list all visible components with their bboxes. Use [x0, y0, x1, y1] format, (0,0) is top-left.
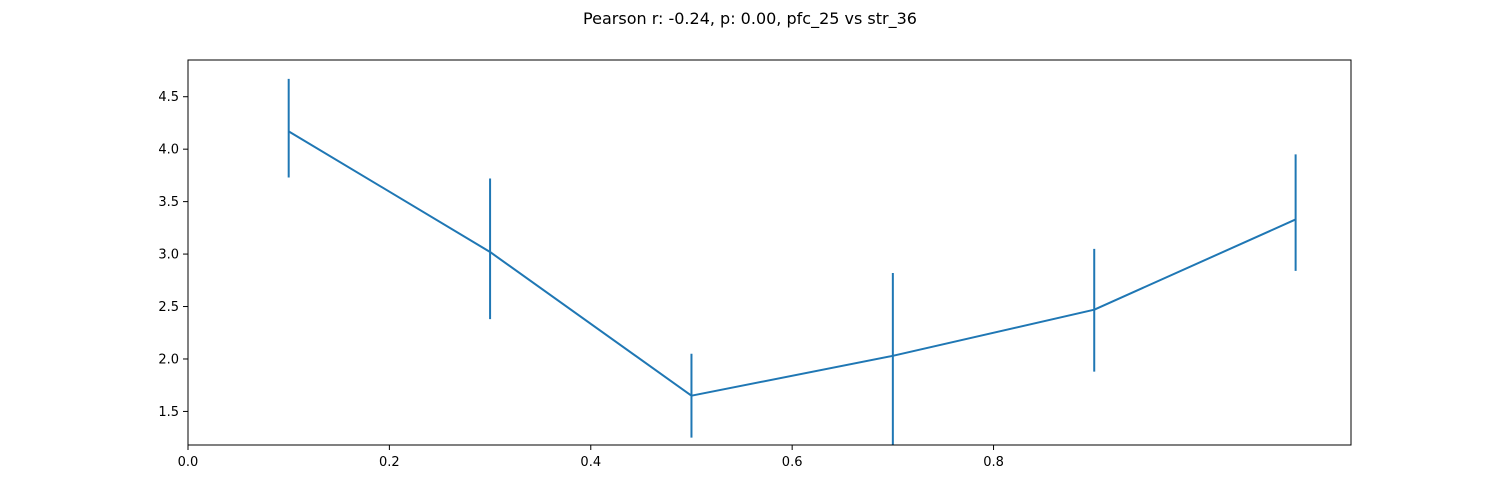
y-tick-label: 1.5 [158, 405, 179, 420]
y-axis: 1.5 2.0 2.5 3.0 3.5 4.0 4.5 [158, 90, 188, 420]
y-tick-label: 4.0 [158, 143, 179, 158]
y-tick-label: 2.0 [158, 352, 179, 367]
y-tick-label: 3.0 [158, 248, 179, 263]
x-tick-label: 0.2 [379, 455, 400, 470]
y-tick-label: 2.5 [158, 300, 179, 315]
x-axis: 0.0 0.2 0.4 0.6 0.8 [178, 445, 1004, 470]
x-tick-label: 0.0 [178, 455, 199, 470]
plot-area [287, 78, 1297, 445]
x-tick-label: 0.8 [983, 455, 1004, 470]
x-tick-label: 0.4 [580, 455, 601, 470]
y-tick-label: 4.5 [158, 90, 179, 105]
y-tick-label: 3.5 [158, 195, 179, 210]
axes-frame [187, 59, 1352, 446]
chart-title: Pearson r: -0.24, p: 0.00, pfc_25 vs str… [583, 9, 917, 29]
x-tick-label: 0.6 [782, 455, 803, 470]
series-line-0 [288, 130, 1297, 397]
